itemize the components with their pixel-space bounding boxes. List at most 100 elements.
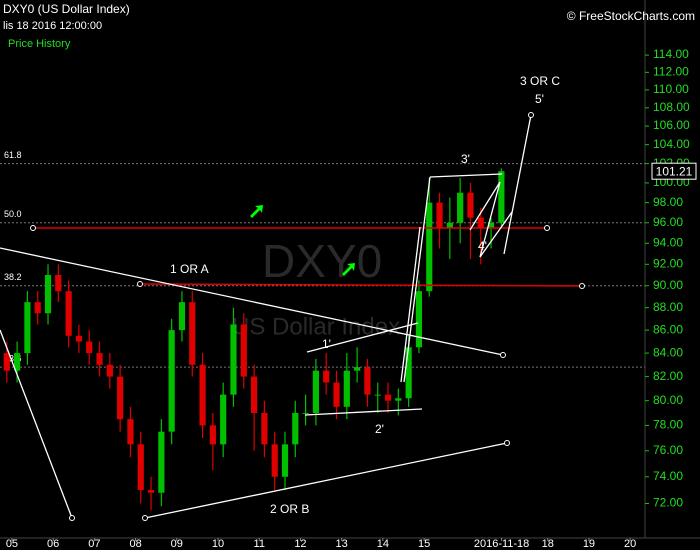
candle-body: [44, 274, 52, 314]
green-arrow: [250, 205, 263, 218]
y-tick-label: 84.00: [653, 345, 683, 359]
candle-body: [199, 364, 206, 426]
x-tick-label: 20: [624, 538, 636, 550]
wave-line: [503, 114, 532, 255]
point: [500, 352, 506, 358]
candle-body: [384, 394, 392, 401]
series-label: Price History: [8, 38, 71, 50]
candle-body: [354, 367, 361, 371]
candle-body: [158, 431, 165, 493]
candle-body: [261, 412, 268, 445]
candle-body: [106, 364, 113, 377]
candle-body: [14, 353, 21, 371]
y-tick-label: 78.00: [653, 418, 683, 432]
annotation: 1': [322, 337, 331, 351]
y-tick-label: 92.00: [653, 256, 683, 270]
candle-body: [178, 302, 186, 331]
candle-body: [24, 302, 31, 354]
candle-body: [395, 398, 402, 401]
candle-body: [250, 376, 258, 413]
wave-line: [469, 181, 501, 231]
candle-body: [34, 302, 41, 314]
wave-line: [403, 176, 431, 383]
source: © FreeStockCharts.com: [567, 9, 695, 23]
wave-line: [429, 173, 503, 178]
y-tick-label: 110.00: [653, 82, 689, 96]
candle-body: [189, 302, 196, 365]
x-tick-label: 09: [171, 538, 183, 550]
y-tick-label: 106.00: [653, 118, 690, 132]
x-tick-label: 15: [418, 538, 430, 550]
x-tick-label: 18: [542, 538, 554, 550]
point: [137, 281, 143, 287]
x-tick-label: 12: [294, 538, 306, 550]
candle-body: [312, 370, 319, 413]
last-price: 101.21: [656, 164, 693, 178]
subtitle: lis 18 2016 12:00:00: [3, 20, 102, 32]
candle-body: [364, 367, 371, 395]
fib-label: 50.0: [4, 209, 22, 219]
candle-body: [220, 394, 227, 445]
candle-body: [127, 419, 134, 445]
trend-line: [0, 329, 73, 519]
axes: 72.00 74.00 76.00 78.00 80.00 82.00 84.00 86.00…: [6, 47, 697, 550]
annotation: 2 OR B: [270, 502, 309, 516]
wave-line: [400, 226, 421, 383]
candle-body: [271, 444, 278, 477]
fib-label: 23.6: [4, 353, 22, 363]
annotation: 2': [375, 422, 384, 436]
watermark-subtitle: US Dollar Index: [232, 313, 400, 340]
candle-body: [209, 425, 216, 445]
y-tick-label: 72.00: [653, 496, 683, 510]
y-tick-label: 114.00: [653, 47, 689, 61]
candle-body: [292, 412, 299, 445]
y-tick-label: 74.00: [653, 469, 683, 483]
y-tick-label: 80.00: [653, 393, 683, 407]
candle-body: [487, 222, 495, 228]
annotations: 3 OR C 5' 3' 4' 1 OR A 1' 2' 2 OR B: [170, 74, 560, 516]
candle-body: [323, 370, 330, 383]
y-tick-label: 94.00: [653, 235, 683, 249]
x-tick-label: 14: [377, 538, 389, 550]
green-arrow: [342, 263, 355, 276]
annotation: 3': [461, 152, 470, 166]
wave-line: [479, 211, 513, 258]
candle-body: [117, 376, 124, 420]
y-tick-label: 96.00: [653, 215, 683, 229]
x-tick-label: 10: [212, 538, 224, 550]
x-tick-label: 11: [254, 538, 265, 550]
candle-body: [405, 347, 412, 399]
y-tick-label: 104.00: [653, 137, 690, 151]
point: [30, 225, 36, 231]
point: [142, 515, 148, 521]
candle-body: [75, 335, 83, 342]
watermark: DXY0: [262, 235, 382, 287]
y-tick-label: 90.00: [653, 278, 683, 292]
x-tick-label: 07: [88, 538, 100, 550]
point: [528, 112, 534, 118]
candle-body: [426, 202, 433, 292]
candle-body: [467, 192, 474, 218]
candle-body: [498, 171, 505, 223]
candle-body: [86, 341, 93, 354]
candle-body: [333, 382, 340, 407]
fib-label: 61.8: [4, 150, 22, 160]
annotation: 1 OR A: [170, 262, 209, 276]
candle-body: [302, 412, 309, 414]
candle-body: [281, 444, 289, 477]
fib-label: 38.2: [4, 272, 22, 282]
trend-line: [304, 408, 423, 416]
price-box: [651, 162, 697, 180]
candle-body: [240, 324, 247, 377]
point: [544, 225, 550, 231]
candle-body: [477, 217, 484, 228]
candle-body: [374, 394, 381, 396]
point: [579, 283, 585, 289]
y-tick-label: 88.00: [653, 300, 683, 314]
y-tick-label: 82.00: [653, 369, 683, 383]
chart-title: DXY0 (US Dollar Index): [3, 2, 130, 16]
candle-body: [3, 353, 10, 371]
point: [69, 515, 75, 521]
y-tick-label: 108.00: [653, 100, 690, 114]
